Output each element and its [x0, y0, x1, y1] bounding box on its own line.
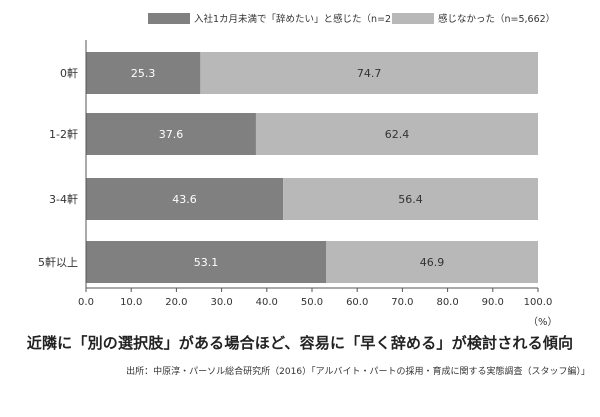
unit-label: （%） [528, 316, 558, 328]
x-axis-ticks: 0.0 10.0 20.0 30.0 40.0 50.0 60.0 70.0 80.0 90.0 1… [78, 288, 552, 308]
bar-value-label-2-2: 62.4 [385, 128, 410, 141]
bar-segment-2-1 [200, 52, 538, 94]
x-tick-label-11: 100.0 [524, 297, 553, 308]
legend-swatch-series-1 [148, 13, 190, 24]
x-tick-label-6: 50.0 [301, 297, 323, 308]
x-tick-label-5: 40.0 [256, 297, 278, 308]
bar-value-label-2-4: 46.9 [420, 256, 445, 269]
bar-segment-1-2 [86, 113, 256, 155]
legend-label-series-1: 入社1カ月未満で「辞めたい」と感じた（n=2,479） [194, 13, 422, 25]
x-tick-label-8: 70.0 [391, 297, 413, 308]
bars: 25.3 74.7 37.6 62.4 43.6 56.4 53.1 46.9 [86, 52, 538, 283]
bar-value-label-1-2: 37.6 [159, 128, 184, 141]
x-tick-label-9: 80.0 [436, 297, 458, 308]
category-label-4: 5軒以上 [38, 256, 78, 269]
x-tick-label-1: 0.0 [78, 297, 94, 308]
bar-segment-2-2 [255, 113, 538, 155]
legend-swatch-series-2 [392, 13, 434, 24]
legend-label-series-2: 感じなかった（n=5,662） [438, 13, 555, 25]
stacked-bar-chart: 入社1カ月未満で「辞めたい」と感じた（n=2,479） 感じなかった（n=5,6… [38, 13, 558, 328]
bar-value-label-1-1: 25.3 [131, 67, 156, 80]
x-tick-label-7: 60.0 [346, 297, 368, 308]
bar-value-label-2-3: 56.4 [398, 193, 423, 206]
bar-segment-2-4 [326, 241, 538, 283]
bar-value-label-1-3: 43.6 [172, 193, 197, 206]
category-label-2: 1-2軒 [49, 128, 78, 141]
bar-value-label-2-1: 74.7 [357, 67, 382, 80]
x-tick-label-2: 10.0 [120, 297, 142, 308]
category-label-1: 0軒 [60, 67, 78, 80]
bar-segment-1-4 [86, 241, 327, 283]
bar-segment-1-1 [86, 52, 201, 94]
chart-headline: 近隣に「別の選択肢」がある場合ほど、容易に「早く辞める」が検討される傾向 [26, 334, 574, 352]
x-tick-label-4: 30.0 [210, 297, 232, 308]
x-tick-label-3: 20.0 [165, 297, 187, 308]
bar-value-label-1-4: 53.1 [194, 256, 219, 269]
category-labels: 0軒 1-2軒 3-4軒 5軒以上 [38, 67, 78, 269]
x-tick-label-10: 90.0 [482, 297, 504, 308]
category-label-3: 3-4軒 [49, 193, 78, 206]
source-note: 出所：中原淳・パーソル総合研究所（2016）「アルバイト・パートの採用・育成に関… [126, 367, 590, 377]
bar-segment-1-3 [86, 178, 284, 220]
bar-segment-2-3 [283, 178, 538, 220]
legend: 入社1カ月未満で「辞めたい」と感じた（n=2,479） 感じなかった（n=5,6… [148, 13, 555, 25]
